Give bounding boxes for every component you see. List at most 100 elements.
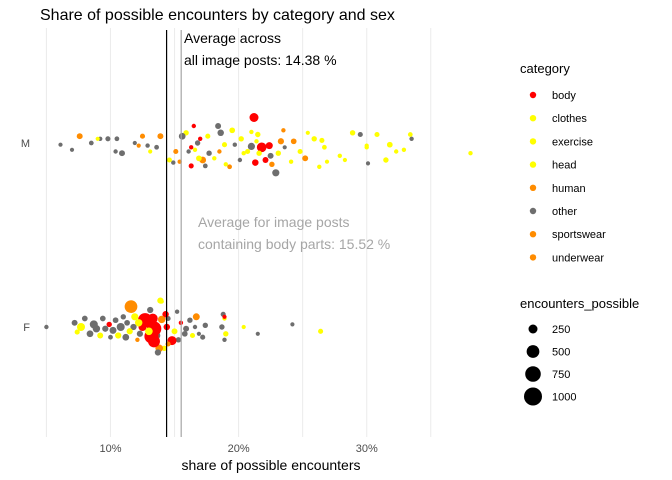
point-m-86 [76,133,83,140]
point-m-74 [154,144,159,150]
point-m-59 [198,136,203,141]
point-m-52 [217,129,224,137]
point-m-31 [267,152,274,159]
point-m-49 [223,162,228,167]
x-tick-label-0: 10% [99,443,121,455]
point-m-1 [409,136,414,141]
point-m-68 [178,132,186,140]
point-m-53 [215,123,222,129]
point-f-15 [189,332,196,339]
x-tick-label-1: 20% [228,443,250,455]
point-f-64 [89,320,98,329]
point-m-24 [288,159,294,164]
point-f-61 [99,315,106,322]
point-m-30 [269,161,275,167]
point-f-18 [181,330,188,337]
size-label-250: 250 [552,324,570,336]
size-legend: encounters_possible 250 500 750 1000 [520,296,639,406]
point-m-12 [349,130,356,136]
legend-key-other [529,207,537,215]
point-f-2 [255,331,260,336]
point-m-32 [265,142,273,150]
point-f-53 [120,314,127,320]
size-label-500: 500 [552,347,570,359]
point-m-7 [374,131,380,138]
point-m-10 [364,145,369,150]
point-f-31 [157,297,164,304]
point-f-45 [136,330,144,337]
point-m-82 [114,136,120,142]
legend-label-sportswear: sportswear [552,229,606,241]
legend-key-human [529,184,537,191]
y-tick-label-m: M [21,138,30,150]
size-key-500 [526,345,540,358]
point-f-4 [223,331,229,337]
point-f-62 [97,332,104,339]
point-f-13 [192,313,200,321]
point-f-68 [74,329,80,335]
point-m-35 [256,150,262,156]
point-f-49 [124,300,138,313]
point-m-45 [237,157,243,163]
annotation-body-line2: containing body parts: 15.52 % [198,236,390,252]
point-m-63 [191,123,196,129]
point-f-57 [109,326,117,334]
reference-lines [165,30,182,437]
point-f-52 [122,333,130,341]
y-tick-label-f: F [23,322,30,334]
point-m-28 [281,128,286,133]
legend-label-other: other [552,206,577,218]
point-m-19 [311,136,317,142]
point-f-33 [154,349,162,356]
point-m-39 [249,113,259,122]
legend-key-sportswear [529,231,537,238]
legend-label-head: head [552,160,576,172]
point-m-47 [229,127,236,134]
point-f-21 [174,309,180,314]
point-f-56 [112,317,119,324]
point-f-14 [192,324,198,330]
point-m-80 [119,150,125,157]
point-f-8 [219,324,225,330]
point-m-11 [357,131,363,138]
point-m-85 [88,140,94,146]
point-m-26 [277,138,285,145]
point-m-9 [365,161,371,166]
point-m-14 [337,153,342,158]
point-f-29 [157,315,166,324]
legend-label-body: body [552,90,576,102]
point-m-33 [262,157,269,163]
point-m-56 [205,133,211,139]
point-m-73 [157,133,164,140]
point-m-23 [290,138,297,145]
point-m-61 [196,155,202,162]
point-m-83 [105,136,111,142]
point-m-20 [302,155,309,162]
point-m-21 [305,130,310,135]
point-f-60 [102,325,109,332]
point-m-15 [324,159,330,164]
point-f-10 [202,322,208,328]
size-key-250 [528,324,538,334]
point-f-3 [241,324,246,330]
point-f-58 [108,334,113,340]
point-f-66 [81,315,88,322]
legend-label-exercise: exercise [552,136,593,148]
size-key-1000 [524,387,542,406]
legend-label-clothes: clothes [552,113,587,125]
point-f-17 [183,325,190,332]
point-m-79 [132,140,137,146]
x-axis-title: share of possible encounters [182,457,361,473]
size-label-1000: 1000 [552,392,576,404]
point-m-64 [188,163,194,169]
point-m-71 [171,160,176,165]
point-f-11 [200,334,206,340]
point-f-27 [162,311,169,318]
point-m-55 [206,150,212,156]
annotation-all-line1: Average across [184,30,281,46]
point-f-47 [131,313,139,321]
point-f-20 [175,337,182,343]
x-tick-label-2: 30% [356,443,378,455]
point-m-17 [319,137,325,143]
